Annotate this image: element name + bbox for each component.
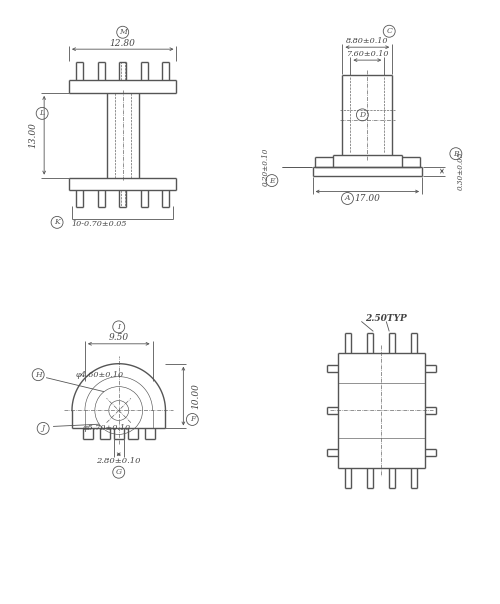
Text: G: G	[116, 468, 122, 476]
Text: 2.80±0.10: 2.80±0.10	[96, 457, 141, 465]
Text: 0.20±0.10: 0.20±0.10	[262, 147, 270, 186]
Text: 10.00: 10.00	[192, 383, 201, 409]
Text: 9.50: 9.50	[108, 333, 129, 342]
Text: E: E	[269, 176, 274, 185]
Text: 7.60±0.10: 7.60±0.10	[346, 50, 389, 58]
Text: 2.50TYP: 2.50TYP	[366, 314, 407, 323]
Text: H: H	[35, 371, 42, 379]
Text: φ4.60±0.10: φ4.60±0.10	[76, 371, 124, 379]
Text: M: M	[119, 28, 126, 36]
Text: 10-0.70±0.05: 10-0.70±0.05	[71, 220, 126, 228]
Text: 17.00: 17.00	[354, 194, 380, 203]
Text: φ5.70±0.10: φ5.70±0.10	[83, 425, 131, 432]
Text: B: B	[453, 150, 458, 158]
Text: 8.80±0.10: 8.80±0.10	[346, 37, 389, 45]
Text: A: A	[344, 194, 350, 202]
Text: 12.80: 12.80	[110, 39, 136, 48]
Text: 0.30±0.05: 0.30±0.05	[457, 152, 465, 190]
Text: F: F	[190, 416, 195, 423]
Text: C: C	[386, 27, 392, 35]
Text: I: I	[117, 323, 120, 331]
Text: L: L	[40, 109, 44, 117]
Text: D: D	[360, 111, 366, 119]
Text: K: K	[54, 219, 60, 226]
Text: 13.00: 13.00	[28, 123, 38, 148]
Text: J: J	[42, 425, 44, 432]
